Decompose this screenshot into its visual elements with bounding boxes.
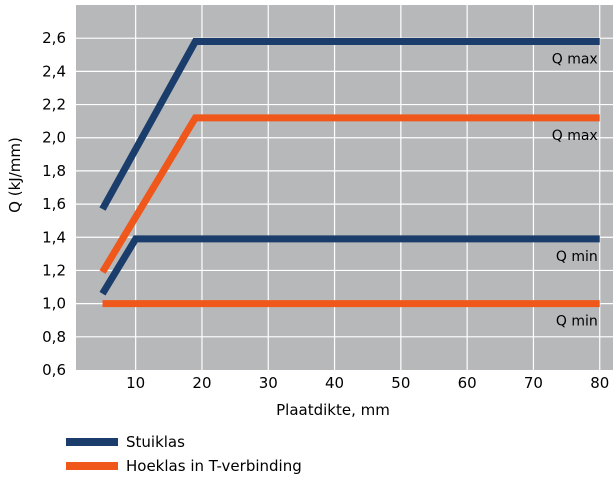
y-tick-label: 2,6 <box>42 29 66 47</box>
series-line-1 <box>99 114 600 274</box>
legend-label: Hoeklas in T-verbinding <box>126 457 302 475</box>
annotation-label: Q min <box>556 249 598 265</box>
chart: Q max Q max Q min Q min 0,6 0,8 1,0 1,2 1,4 1,6 1… <box>6 5 613 419</box>
y-tick-label: 2,4 <box>42 62 66 80</box>
x-tick-label: 70 <box>524 374 543 392</box>
x-tick-label: 80 <box>590 374 609 392</box>
series-lines <box>99 38 600 308</box>
x-tick-labels: 10 20 30 40 50 60 70 80 <box>126 374 609 392</box>
x-tick-label: 20 <box>192 374 211 392</box>
y-tick-label: 2,0 <box>42 129 66 147</box>
x-tick-label: 10 <box>126 374 145 392</box>
legend-item-hoeklas: Hoeklas in T-verbinding <box>66 454 302 478</box>
y-tick-label: 1,6 <box>42 195 66 213</box>
series-line-0 <box>99 38 600 211</box>
y-tick-label: 0,6 <box>42 361 66 379</box>
legend-label: Stuiklas <box>126 433 185 451</box>
y-tick-label: 1,4 <box>42 228 66 246</box>
x-tick-label: 40 <box>325 374 344 392</box>
x-tick-label: 60 <box>458 374 477 392</box>
annotation-label: Q max <box>552 52 598 68</box>
legend-swatch <box>66 438 118 446</box>
y-tick-label: 1,0 <box>42 295 66 313</box>
legend-swatch <box>66 462 118 470</box>
legend-item-stuiklas: Stuiklas <box>66 430 302 454</box>
annotation-label: Q min <box>556 314 598 330</box>
annotation-label: Q max <box>552 128 598 144</box>
annotations: Q max Q max Q min Q min <box>552 52 598 330</box>
y-tick-label: 2,2 <box>42 96 66 114</box>
x-axis-label: Plaatdikte, mm <box>276 401 390 419</box>
series-line-2 <box>99 235 600 296</box>
plot-area <box>76 5 613 370</box>
y-tick-label: 1,8 <box>42 162 66 180</box>
x-tick-label: 50 <box>391 374 410 392</box>
legend: Stuiklas Hoeklas in T-verbinding <box>66 430 302 478</box>
x-tick-label: 30 <box>259 374 278 392</box>
y-axis-label: Q (kJ/mm) <box>6 137 24 213</box>
y-tick-label: 1,2 <box>42 261 66 279</box>
y-tick-label: 0,8 <box>42 328 66 346</box>
y-tick-labels: 0,6 0,8 1,0 1,2 1,4 1,6 1,8 2,0 2,2 2,4 2,6 <box>42 29 66 379</box>
